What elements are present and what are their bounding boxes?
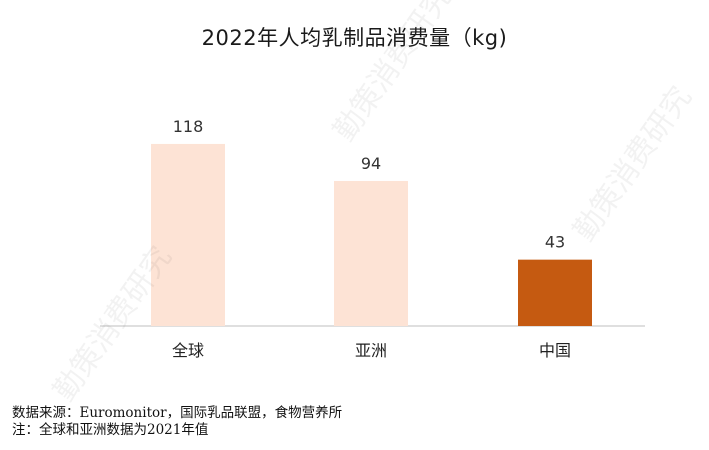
x-tick-label: 全球	[172, 341, 204, 360]
x-tick-label: 亚洲	[355, 341, 387, 360]
bar-2	[334, 180, 408, 326]
data-label: 118	[173, 117, 204, 136]
x-tick-label: 中国	[539, 341, 571, 360]
chart-footer: 数据来源：Euromonitor，国际乳品联盟，食物营养所 注：全球和亚洲数据为…	[12, 405, 342, 439]
note-text: 注：全球和亚洲数据为2021年值	[12, 422, 209, 438]
bar-3	[518, 259, 592, 326]
data-label: 94	[361, 154, 381, 173]
bars-layer: 118 全球 94 亚洲 43 中国	[151, 117, 592, 360]
bar-chart: 118 全球 94 亚洲 43 中国	[100, 117, 645, 360]
bar-1	[151, 143, 225, 326]
data-label: 43	[545, 233, 565, 252]
chart-title: 2022年人均乳制品消费量（kg)	[201, 26, 508, 50]
source-text: 数据来源：Euromonitor，国际乳品联盟，食物营养所	[12, 405, 343, 421]
